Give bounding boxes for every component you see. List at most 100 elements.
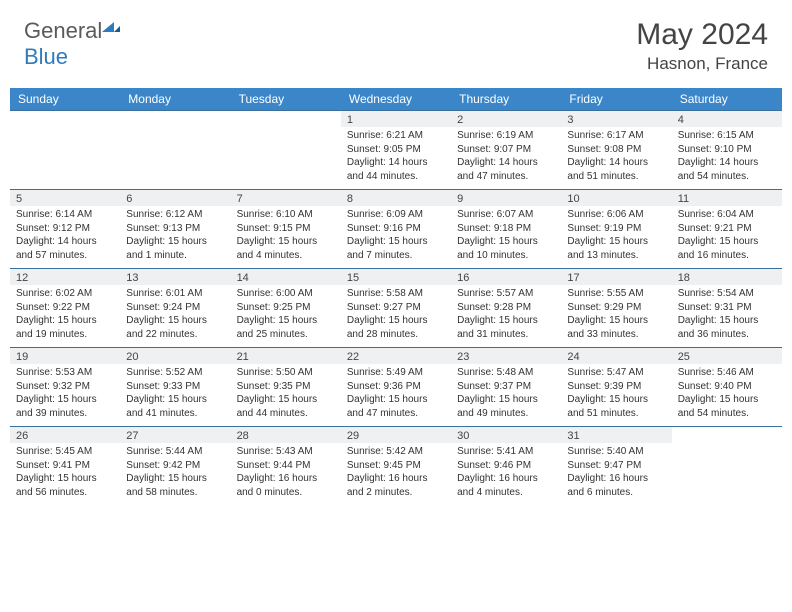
calendar-cell: 22Sunrise: 5:49 AMSunset: 9:36 PMDayligh… bbox=[341, 347, 451, 426]
logo-part2: Blue bbox=[24, 44, 68, 69]
sunset-line: Sunset: 9:21 PM bbox=[678, 222, 776, 236]
cell-body: Sunrise: 5:45 AMSunset: 9:41 PMDaylight:… bbox=[10, 443, 120, 505]
sunrise-line: Sunrise: 6:19 AM bbox=[457, 129, 555, 143]
sunset-line: Sunset: 9:18 PM bbox=[457, 222, 555, 236]
daylight-line: Daylight: 14 hours and 57 minutes. bbox=[16, 235, 114, 262]
sunrise-line: Sunrise: 5:52 AM bbox=[126, 366, 224, 380]
calendar-cell: 29Sunrise: 5:42 AMSunset: 9:45 PMDayligh… bbox=[341, 426, 451, 505]
sunrise-line: Sunrise: 5:44 AM bbox=[126, 445, 224, 459]
day-header: Saturday bbox=[672, 88, 782, 110]
sunrise-line: Sunrise: 6:02 AM bbox=[16, 287, 114, 301]
calendar-week: 19Sunrise: 5:53 AMSunset: 9:32 PMDayligh… bbox=[10, 347, 782, 426]
calendar-body: 1Sunrise: 6:21 AMSunset: 9:05 PMDaylight… bbox=[10, 110, 782, 505]
sunrise-line: Sunrise: 5:57 AM bbox=[457, 287, 555, 301]
daylight-line: Daylight: 16 hours and 6 minutes. bbox=[567, 472, 665, 499]
cell-body: Sunrise: 6:10 AMSunset: 9:15 PMDaylight:… bbox=[231, 206, 341, 268]
calendar-cell: 19Sunrise: 5:53 AMSunset: 9:32 PMDayligh… bbox=[10, 347, 120, 426]
sunrise-line: Sunrise: 6:01 AM bbox=[126, 287, 224, 301]
day-number: 27 bbox=[120, 426, 230, 443]
sunset-line: Sunset: 9:44 PM bbox=[237, 459, 335, 473]
day-number: 2 bbox=[451, 110, 561, 127]
logo-text: GeneralBlue bbox=[24, 18, 120, 70]
day-header: Thursday bbox=[451, 88, 561, 110]
calendar-cell: 18Sunrise: 5:54 AMSunset: 9:31 PMDayligh… bbox=[672, 268, 782, 347]
day-number: 13 bbox=[120, 268, 230, 285]
daylight-line: Daylight: 15 hours and 7 minutes. bbox=[347, 235, 445, 262]
calendar-cell: 3Sunrise: 6:17 AMSunset: 9:08 PMDaylight… bbox=[561, 110, 671, 189]
day-number: 26 bbox=[10, 426, 120, 443]
cell-body: Sunrise: 5:52 AMSunset: 9:33 PMDaylight:… bbox=[120, 364, 230, 426]
daylight-line: Daylight: 15 hours and 39 minutes. bbox=[16, 393, 114, 420]
cell-body bbox=[120, 127, 230, 187]
logo: GeneralBlue bbox=[24, 18, 120, 70]
calendar-cell: 24Sunrise: 5:47 AMSunset: 9:39 PMDayligh… bbox=[561, 347, 671, 426]
sunrise-line: Sunrise: 6:12 AM bbox=[126, 208, 224, 222]
daylight-line: Daylight: 14 hours and 47 minutes. bbox=[457, 156, 555, 183]
day-number: 17 bbox=[561, 268, 671, 285]
day-number bbox=[120, 110, 230, 127]
calendar-cell: 31Sunrise: 5:40 AMSunset: 9:47 PMDayligh… bbox=[561, 426, 671, 505]
sunrise-line: Sunrise: 6:21 AM bbox=[347, 129, 445, 143]
cell-body: Sunrise: 5:48 AMSunset: 9:37 PMDaylight:… bbox=[451, 364, 561, 426]
day-header: Tuesday bbox=[231, 88, 341, 110]
daylight-line: Daylight: 15 hours and 41 minutes. bbox=[126, 393, 224, 420]
cell-body: Sunrise: 5:43 AMSunset: 9:44 PMDaylight:… bbox=[231, 443, 341, 505]
cell-body: Sunrise: 6:01 AMSunset: 9:24 PMDaylight:… bbox=[120, 285, 230, 347]
day-number: 24 bbox=[561, 347, 671, 364]
sunset-line: Sunset: 9:37 PM bbox=[457, 380, 555, 394]
sunrise-line: Sunrise: 5:55 AM bbox=[567, 287, 665, 301]
calendar-cell: 4Sunrise: 6:15 AMSunset: 9:10 PMDaylight… bbox=[672, 110, 782, 189]
header: GeneralBlue May 2024 Hasnon, France bbox=[0, 0, 792, 82]
day-number bbox=[672, 426, 782, 443]
calendar-cell bbox=[10, 110, 120, 189]
page-title: May 2024 bbox=[636, 18, 768, 52]
sunset-line: Sunset: 9:35 PM bbox=[237, 380, 335, 394]
cell-body: Sunrise: 5:53 AMSunset: 9:32 PMDaylight:… bbox=[10, 364, 120, 426]
cell-body: Sunrise: 5:44 AMSunset: 9:42 PMDaylight:… bbox=[120, 443, 230, 505]
sunrise-line: Sunrise: 5:58 AM bbox=[347, 287, 445, 301]
sunset-line: Sunset: 9:25 PM bbox=[237, 301, 335, 315]
cell-body: Sunrise: 5:55 AMSunset: 9:29 PMDaylight:… bbox=[561, 285, 671, 347]
day-number: 5 bbox=[10, 189, 120, 206]
calendar-cell: 28Sunrise: 5:43 AMSunset: 9:44 PMDayligh… bbox=[231, 426, 341, 505]
calendar-cell: 30Sunrise: 5:41 AMSunset: 9:46 PMDayligh… bbox=[451, 426, 561, 505]
sunrise-line: Sunrise: 5:50 AM bbox=[237, 366, 335, 380]
sunrise-line: Sunrise: 5:47 AM bbox=[567, 366, 665, 380]
cell-body: Sunrise: 6:15 AMSunset: 9:10 PMDaylight:… bbox=[672, 127, 782, 189]
daylight-line: Daylight: 15 hours and 56 minutes. bbox=[16, 472, 114, 499]
calendar-cell: 25Sunrise: 5:46 AMSunset: 9:40 PMDayligh… bbox=[672, 347, 782, 426]
daylight-line: Daylight: 16 hours and 2 minutes. bbox=[347, 472, 445, 499]
cell-body: Sunrise: 6:04 AMSunset: 9:21 PMDaylight:… bbox=[672, 206, 782, 268]
sunrise-line: Sunrise: 5:40 AM bbox=[567, 445, 665, 459]
sunrise-line: Sunrise: 5:41 AM bbox=[457, 445, 555, 459]
day-header: Wednesday bbox=[341, 88, 451, 110]
sunset-line: Sunset: 9:13 PM bbox=[126, 222, 224, 236]
location-label: Hasnon, France bbox=[636, 54, 768, 74]
day-number: 28 bbox=[231, 426, 341, 443]
daylight-line: Daylight: 15 hours and 58 minutes. bbox=[126, 472, 224, 499]
day-number: 31 bbox=[561, 426, 671, 443]
sunset-line: Sunset: 9:07 PM bbox=[457, 143, 555, 157]
sunset-line: Sunset: 9:16 PM bbox=[347, 222, 445, 236]
calendar-cell: 11Sunrise: 6:04 AMSunset: 9:21 PMDayligh… bbox=[672, 189, 782, 268]
day-number bbox=[231, 110, 341, 127]
calendar-cell: 20Sunrise: 5:52 AMSunset: 9:33 PMDayligh… bbox=[120, 347, 230, 426]
sunset-line: Sunset: 9:05 PM bbox=[347, 143, 445, 157]
daylight-line: Daylight: 15 hours and 10 minutes. bbox=[457, 235, 555, 262]
sunset-line: Sunset: 9:10 PM bbox=[678, 143, 776, 157]
daylight-line: Daylight: 15 hours and 13 minutes. bbox=[567, 235, 665, 262]
sunrise-line: Sunrise: 6:10 AM bbox=[237, 208, 335, 222]
sunrise-line: Sunrise: 5:53 AM bbox=[16, 366, 114, 380]
calendar-cell bbox=[672, 426, 782, 505]
daylight-line: Daylight: 15 hours and 22 minutes. bbox=[126, 314, 224, 341]
cell-body: Sunrise: 5:46 AMSunset: 9:40 PMDaylight:… bbox=[672, 364, 782, 426]
cell-body bbox=[10, 127, 120, 187]
calendar-cell: 10Sunrise: 6:06 AMSunset: 9:19 PMDayligh… bbox=[561, 189, 671, 268]
sunset-line: Sunset: 9:41 PM bbox=[16, 459, 114, 473]
cell-body: Sunrise: 6:00 AMSunset: 9:25 PMDaylight:… bbox=[231, 285, 341, 347]
day-number: 4 bbox=[672, 110, 782, 127]
sunrise-line: Sunrise: 5:48 AM bbox=[457, 366, 555, 380]
calendar-cell: 12Sunrise: 6:02 AMSunset: 9:22 PMDayligh… bbox=[10, 268, 120, 347]
daylight-line: Daylight: 15 hours and 31 minutes. bbox=[457, 314, 555, 341]
calendar-cell: 26Sunrise: 5:45 AMSunset: 9:41 PMDayligh… bbox=[10, 426, 120, 505]
